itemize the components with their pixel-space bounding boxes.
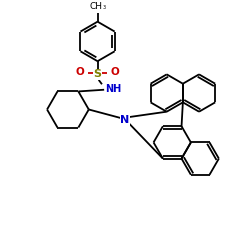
Text: N: N [120, 116, 130, 126]
Text: O: O [76, 67, 84, 77]
Text: O: O [111, 67, 120, 77]
Text: S: S [94, 69, 102, 79]
Text: CH: CH [90, 2, 103, 11]
Text: NH: NH [105, 84, 122, 94]
Text: $_3$: $_3$ [102, 3, 107, 12]
